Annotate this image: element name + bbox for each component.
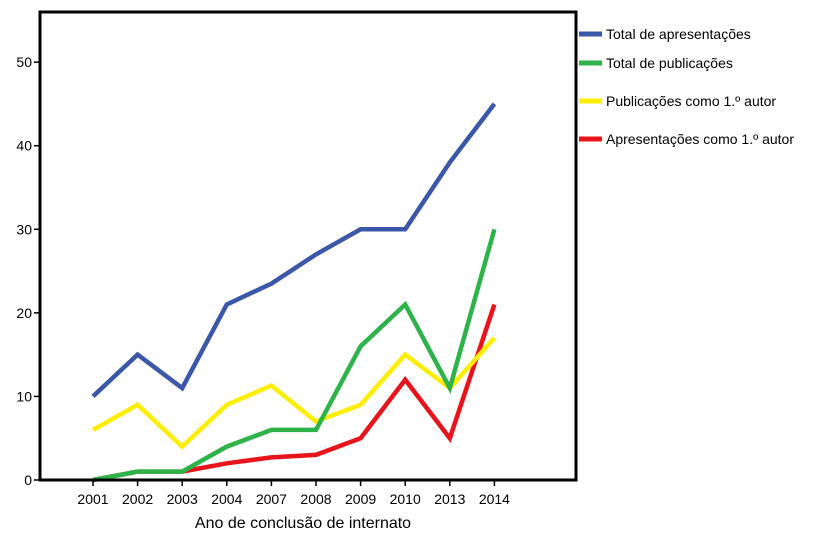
series-line-3: [91, 336, 497, 450]
x-tick-label: 2010: [390, 491, 421, 507]
legend-label: Apresentações como 1.º autor: [606, 131, 794, 147]
x-tick-label: 2014: [479, 491, 510, 507]
plot-frame: [38, 10, 578, 482]
x-tick-label: 2004: [211, 491, 242, 507]
series-line-4: [92, 303, 497, 483]
y-tick-label: 0: [24, 472, 32, 488]
x-tick-label: 2013: [434, 491, 465, 507]
x-tick-label: 2003: [167, 491, 198, 507]
legend-label: Total de apresentações: [606, 26, 751, 42]
x-axis-title: Ano de conclusão de internato: [195, 515, 411, 532]
y-tick-label: 30: [16, 221, 32, 237]
x-tick-label: 2009: [345, 491, 376, 507]
x-tick-label: 2001: [77, 491, 108, 507]
x-tick-label: 2002: [122, 491, 153, 507]
series-line-2: [92, 228, 497, 483]
legend-label: Total de publicações: [606, 55, 733, 71]
x-axis: 2001 2002 2003 2004 2007 2008 2009 2010 2013 2014: [77, 480, 510, 507]
series-lines: [91, 102, 497, 483]
y-tick-label: 10: [16, 388, 32, 404]
x-tick-label: 2007: [256, 491, 287, 507]
y-axis: 0 10 20 30 40 50: [16, 54, 40, 488]
y-tick-label: 40: [16, 138, 32, 154]
legend: Total de apresentações Total de publicaçõ…: [579, 26, 794, 147]
x-tick-label: 2008: [300, 491, 331, 507]
series-line-1: [91, 102, 497, 399]
y-tick-label: 20: [16, 305, 32, 321]
legend-label: Publicações como 1.º autor: [606, 93, 776, 109]
y-tick-label: 50: [16, 54, 32, 70]
